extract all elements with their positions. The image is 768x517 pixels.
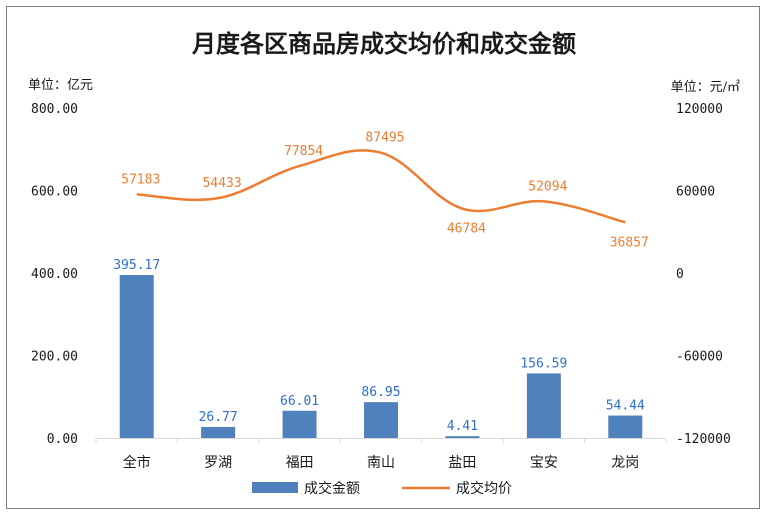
bar-data-label: 156.59 <box>520 356 567 371</box>
line-data-label: 52094 <box>528 179 567 194</box>
line-data-label: 87495 <box>365 131 404 146</box>
legend-label-bar: 成交金额 <box>304 480 360 497</box>
left-axis-tick-label: 200.00 <box>31 350 78 365</box>
bar-南山 <box>364 402 398 438</box>
legend-label-line: 成交均价 <box>456 480 512 497</box>
left-axis-tick-label: 600.00 <box>31 185 78 200</box>
x-axis-category-label: 南山 <box>367 455 395 471</box>
right-axis-tick-label: 120000 <box>676 102 723 117</box>
x-axis-category-label: 宝安 <box>530 455 558 471</box>
left-axis-tick-label: 400.00 <box>31 267 78 282</box>
line-data-label: 36857 <box>610 235 649 250</box>
line-series-成交均价 <box>136 149 626 224</box>
line-data-label: 46784 <box>447 222 486 237</box>
right-axis-tick-label: 0 <box>676 267 684 282</box>
bar-全市 <box>119 274 154 438</box>
bar-data-label: 66.01 <box>280 394 319 409</box>
bar-罗湖 <box>201 426 236 438</box>
bar-data-label: 395.17 <box>113 258 160 273</box>
x-axis-category-label: 全市 <box>123 454 151 471</box>
left-axis-tick-label: 0.00 <box>47 432 78 447</box>
line-data-label: 54433 <box>203 176 242 191</box>
bar-宝安 <box>526 373 561 438</box>
left-axis-unit: 单位：亿元 <box>28 78 93 93</box>
x-axis-category-label: 龙岗 <box>611 455 639 471</box>
x-axis-category-label: 罗湖 <box>204 455 232 471</box>
bar-龙岗 <box>608 415 643 438</box>
right-axis-tick-label: -60000 <box>676 350 723 365</box>
bar-盐田 <box>445 436 480 438</box>
bar-福田 <box>282 410 317 438</box>
x-axis-category-label: 盐田 <box>448 455 476 471</box>
chart-title: 月度各区商品房成交均价和成交金额 <box>191 29 576 58</box>
x-axis-category-label: 福田 <box>286 455 314 471</box>
bar-data-label: 4.41 <box>447 419 478 434</box>
line-data-label: 77854 <box>284 144 323 159</box>
left-axis-tick-label: 800.00 <box>31 102 78 117</box>
bar-data-label: 26.77 <box>199 410 238 425</box>
line-data-label: 57183 <box>121 172 160 187</box>
bar-data-label: 54.44 <box>606 399 645 414</box>
right-axis-tick-label: -120000 <box>676 432 731 447</box>
bar-data-label: 86.95 <box>361 385 400 400</box>
legend-swatch-bar <box>252 482 298 493</box>
right-axis-unit: 单位：元/㎡ <box>671 80 740 95</box>
right-axis-tick-label: 60000 <box>676 185 715 200</box>
